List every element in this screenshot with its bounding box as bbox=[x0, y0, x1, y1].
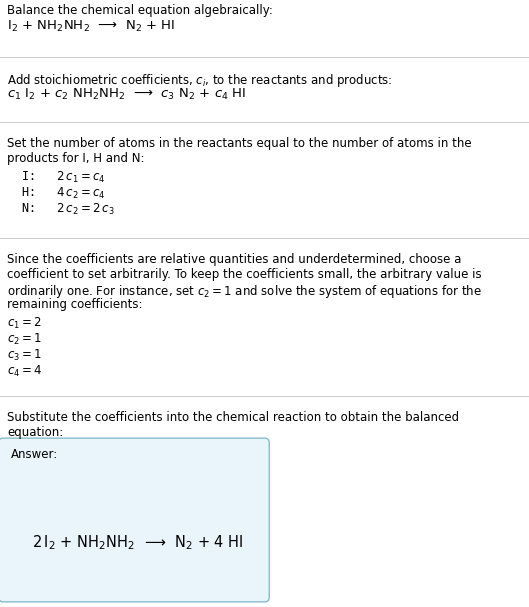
Text: Since the coefficients are relative quantities and underdetermined, choose a: Since the coefficients are relative quan… bbox=[7, 253, 461, 266]
Text: Answer:: Answer: bbox=[11, 448, 58, 461]
Text: $c_3 = 1$: $c_3 = 1$ bbox=[7, 348, 42, 363]
Text: $c_2 = 1$: $c_2 = 1$ bbox=[7, 332, 42, 347]
Text: coefficient to set arbitrarily. To keep the coefficients small, the arbitrary va: coefficient to set arbitrarily. To keep … bbox=[7, 268, 481, 281]
Text: $c_1$ $\mathdefault{I_2}$ + $c_2$ $\mathdefault{NH_2NH_2}$  ⟶  $c_3$ $\mathdefau: $c_1$ $\mathdefault{I_2}$ + $c_2$ $\math… bbox=[7, 87, 247, 102]
Text: H:   $4\,c_2 = c_4$: H: $4\,c_2 = c_4$ bbox=[7, 186, 105, 201]
Text: products for I, H and N:: products for I, H and N: bbox=[7, 152, 144, 165]
Text: Set the number of atoms in the reactants equal to the number of atoms in the: Set the number of atoms in the reactants… bbox=[7, 137, 471, 150]
Text: $c_4 = 4$: $c_4 = 4$ bbox=[7, 364, 42, 379]
Text: Balance the chemical equation algebraically:: Balance the chemical equation algebraica… bbox=[7, 4, 273, 17]
Text: $c_1 = 2$: $c_1 = 2$ bbox=[7, 316, 42, 331]
FancyBboxPatch shape bbox=[0, 438, 269, 602]
Text: I:   $2\,c_1 = c_4$: I: $2\,c_1 = c_4$ bbox=[7, 170, 105, 185]
Text: equation:: equation: bbox=[7, 426, 63, 439]
Text: $\mathdefault{I_2}$ + $\mathdefault{NH_2NH_2}$  ⟶  $\mathdefault{N_2}$ + HI: $\mathdefault{I_2}$ + $\mathdefault{NH_2… bbox=[7, 19, 175, 34]
Text: $2\,\mathdefault{I_2}$ + $\mathdefault{NH_2NH_2}$  ⟶  $\mathdefault{N_2}$ + 4 HI: $2\,\mathdefault{I_2}$ + $\mathdefault{N… bbox=[32, 534, 244, 552]
Text: Add stoichiometric coefficients, $c_i$, to the reactants and products:: Add stoichiometric coefficients, $c_i$, … bbox=[7, 72, 393, 89]
Text: remaining coefficients:: remaining coefficients: bbox=[7, 298, 142, 311]
Text: ordinarily one. For instance, set $c_2 = 1$ and solve the system of equations fo: ordinarily one. For instance, set $c_2 =… bbox=[7, 283, 482, 300]
Text: N:   $2\,c_2 = 2\,c_3$: N: $2\,c_2 = 2\,c_3$ bbox=[7, 202, 115, 217]
Text: Substitute the coefficients into the chemical reaction to obtain the balanced: Substitute the coefficients into the che… bbox=[7, 411, 459, 424]
